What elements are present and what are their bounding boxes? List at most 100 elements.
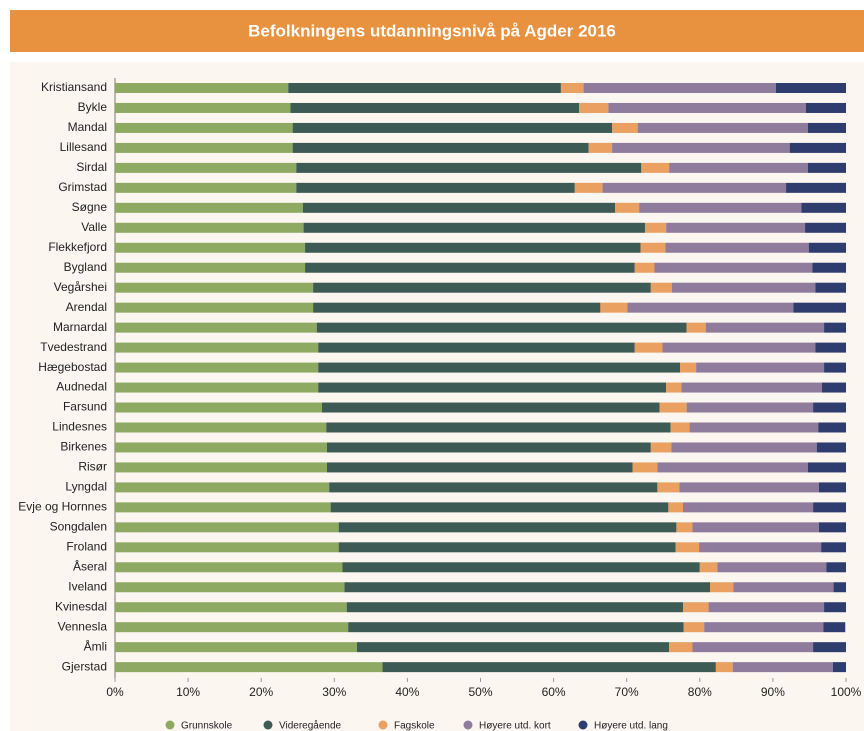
- bar-segment: [818, 522, 846, 533]
- bar-segment: [793, 302, 846, 313]
- bar-segment: [671, 442, 817, 453]
- bar-segment: [692, 522, 819, 533]
- bar-segment: [666, 382, 682, 393]
- bar-segment: [602, 182, 787, 193]
- bar-segment: [296, 182, 575, 193]
- bar-segment: [115, 342, 319, 353]
- bar-segment: [670, 422, 690, 433]
- bar-segment: [812, 262, 846, 273]
- bar-segment: [615, 202, 640, 213]
- bar-segment: [115, 602, 347, 613]
- bar-segment: [115, 462, 327, 473]
- bar-segment: [692, 642, 814, 653]
- bar-segment: [608, 102, 806, 113]
- bar-segment: [115, 282, 314, 293]
- y-tick-label: Birkenes: [60, 440, 107, 454]
- bar-segment: [321, 402, 660, 413]
- legend-text: Høyere utd. lang: [594, 721, 668, 731]
- legend-marker: [463, 720, 473, 730]
- bar-segment: [637, 122, 808, 133]
- y-tick-label: Vennesla: [58, 619, 108, 633]
- legend-text: Grunnskole: [181, 721, 233, 731]
- y-tick-label: Søgne: [72, 200, 108, 214]
- bar-segment: [342, 562, 700, 573]
- bar-segment: [115, 182, 297, 193]
- bar-segment: [775, 83, 846, 93]
- bar-segment: [115, 322, 317, 333]
- bar-segment: [329, 482, 658, 493]
- bar-segment: [665, 242, 809, 253]
- title-bar: [10, 10, 864, 52]
- bar-segment: [668, 502, 683, 513]
- bar-segment: [832, 662, 846, 673]
- bar-segment: [115, 382, 319, 393]
- y-tick-label: Risør: [78, 460, 107, 474]
- bar-segment: [789, 142, 846, 153]
- bar-segment: [115, 202, 303, 213]
- bar-segment: [669, 162, 808, 173]
- bar-segment: [115, 302, 314, 313]
- bar-segment: [807, 122, 846, 133]
- y-tick-label: Kristiansand: [41, 80, 107, 94]
- bar-segment: [115, 662, 383, 673]
- bar-segment: [326, 422, 671, 433]
- y-tick-label: Valle: [81, 220, 107, 234]
- x-tick-label: 70%: [615, 685, 639, 699]
- bar-segment: [708, 602, 825, 613]
- bar-segment: [115, 522, 339, 533]
- bar-segment: [686, 402, 814, 413]
- legend-text: Høyere utd. kort: [479, 721, 551, 731]
- y-tick-label: Mandal: [68, 120, 107, 134]
- bar-segment: [115, 102, 291, 113]
- bar-segment: [689, 422, 819, 433]
- bar-segment: [676, 522, 693, 533]
- bar-segment: [679, 482, 819, 493]
- bar-segment: [612, 142, 790, 153]
- bar-segment: [583, 83, 776, 93]
- bar-segment: [786, 182, 846, 193]
- bar-segment: [821, 542, 846, 553]
- bar-segment: [115, 122, 293, 133]
- bar-segment: [115, 582, 345, 593]
- bar-segment: [115, 142, 293, 153]
- bar-segment: [382, 662, 716, 673]
- bar-segment: [344, 582, 711, 593]
- bar-segment: [634, 262, 655, 273]
- bar-segment: [650, 442, 672, 453]
- bar-segment: [115, 83, 289, 93]
- bar-segment: [574, 182, 603, 193]
- bar-segment: [290, 102, 580, 113]
- bar-segment: [833, 582, 846, 593]
- bar-segment: [662, 342, 816, 353]
- bar-segment: [115, 642, 357, 653]
- bar-segment: [669, 642, 693, 653]
- y-tick-label: Vegårshei: [54, 280, 107, 294]
- legend-marker: [165, 720, 175, 730]
- y-tick-label: Lindesnes: [52, 420, 107, 434]
- bar-segment: [681, 382, 822, 393]
- bar-segment: [805, 222, 846, 233]
- x-tick-label: 100%: [831, 685, 862, 699]
- bar-segment: [682, 502, 814, 513]
- y-tick-label: Lyngdal: [65, 480, 107, 494]
- bar-segment: [338, 542, 676, 553]
- x-tick-label: 80%: [688, 685, 712, 699]
- bar-segment: [288, 83, 561, 93]
- bar-segment: [115, 542, 339, 553]
- x-tick-label: 60%: [542, 685, 566, 699]
- bar-segment: [813, 402, 846, 413]
- y-tick-label: Froland: [66, 539, 107, 553]
- bar-segment: [115, 402, 322, 413]
- bar-segment: [824, 602, 846, 613]
- bar-segment: [657, 462, 808, 473]
- bar-segment: [824, 322, 846, 333]
- bar-segment: [699, 562, 718, 573]
- bar-segment: [313, 302, 601, 313]
- bar-segment: [815, 342, 846, 353]
- bar-segment: [632, 462, 658, 473]
- y-tick-label: Åmli: [84, 638, 107, 653]
- bar-segment: [627, 302, 794, 313]
- bar-segment: [733, 582, 834, 593]
- y-tick-label: Hægebostad: [38, 360, 107, 374]
- bar-segment: [326, 462, 633, 473]
